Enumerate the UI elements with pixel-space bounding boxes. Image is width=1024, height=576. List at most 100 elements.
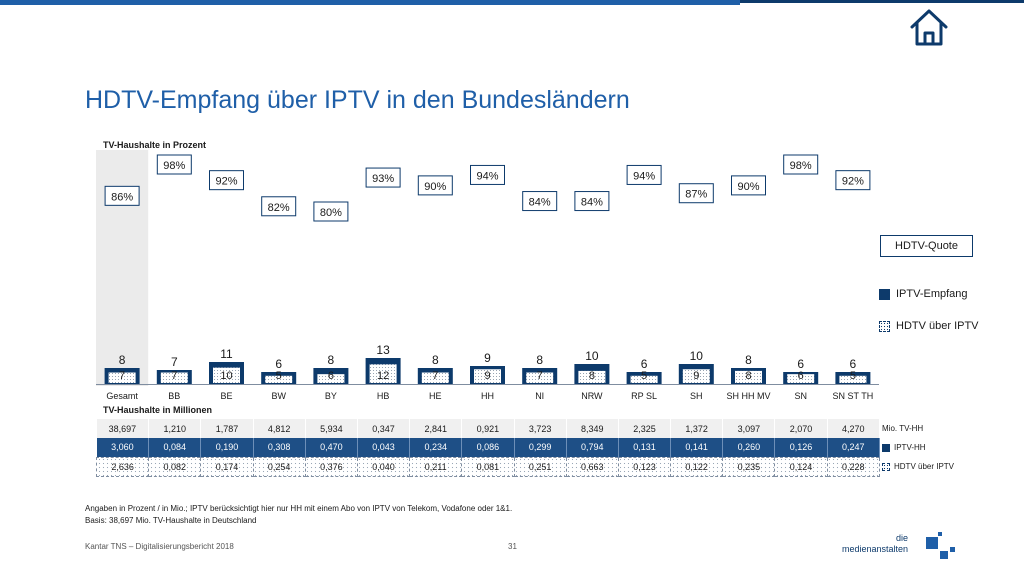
logo-square [950, 547, 955, 552]
table-cell-total: 38,697 [96, 419, 150, 438]
table-cell-iptv: 0,247 [827, 438, 880, 457]
table-cell-total: 0,347 [357, 419, 411, 438]
legend-hdtv: HDTV über IPTV [879, 320, 979, 332]
table-cell-hdtv: 0,254 [252, 456, 306, 477]
bar-hdtv [787, 374, 815, 383]
bar-hdtv [839, 375, 867, 383]
table-cell-hdtv: 2,636 [95, 456, 150, 477]
table-cell-hdtv: 0,081 [461, 456, 515, 477]
table-cell-hdtv: 0,124 [774, 456, 828, 477]
label-quote: 84% [529, 197, 551, 209]
label-iptv: 6 [797, 357, 804, 371]
label-quote: 92% [842, 176, 864, 188]
table-cell-total: 4,812 [253, 419, 306, 438]
label-iptv: 10 [585, 349, 599, 363]
table-cell-iptv: 0,141 [670, 438, 724, 457]
legend-swatch-iptv [879, 288, 890, 300]
quote-box [104, 185, 140, 206]
table-cell-iptv: 0,190 [200, 438, 254, 457]
label-quote: 92% [215, 176, 237, 188]
page-number: 31 [508, 542, 517, 551]
quote-box [417, 175, 453, 196]
quote-box [678, 183, 714, 204]
table-cell-iptv: 0,126 [774, 438, 828, 457]
table-cell-iptv: 0,299 [514, 438, 567, 457]
bar-hdtv [421, 372, 449, 383]
label-iptv: 7 [171, 355, 178, 369]
label-iptv: 8 [328, 353, 335, 367]
label-hdtv: 6 [798, 370, 804, 382]
legend-swatch-hdtv [879, 320, 890, 332]
label-iptv: 9 [484, 351, 491, 365]
legend-iptv: IPTV-Empfang [879, 288, 968, 300]
bar-hdtv [526, 372, 554, 383]
table-cell-hdtv: 0,040 [356, 456, 411, 477]
row-legend-hdtv: HDTV über IPTV [882, 462, 954, 471]
table-cell-total: 8,349 [566, 419, 619, 438]
quote-box [574, 191, 610, 212]
label-hdtv: 6 [328, 370, 334, 382]
label-iptv: 13 [376, 343, 390, 357]
table-cell-total: 2,325 [618, 419, 672, 438]
home-icon[interactable] [908, 6, 950, 48]
quote-box [470, 164, 505, 185]
table-cell-iptv: 0,086 [461, 438, 515, 457]
x-tick-label: SN ST TH [833, 391, 874, 401]
label-quote: 98% [163, 160, 185, 172]
label-iptv: 6 [641, 357, 648, 371]
logo-square [926, 537, 938, 549]
table-row-iptv: 3,060 0,084 0,190 0,308 0,470 0,043 0,234 0,086… [96, 438, 880, 457]
row-legend-total: Mio. TV-HH [882, 424, 923, 433]
quote-box [261, 196, 297, 217]
x-tick-label: SN [794, 391, 807, 401]
row-legend-hdtv-label: HDTV über IPTV [894, 462, 955, 471]
table-cell-total: 5,934 [305, 419, 358, 438]
label-quote: 93% [372, 173, 394, 185]
top-accent-bar-right [740, 0, 1024, 3]
quote-box [835, 170, 871, 191]
table-cell-hdtv: 0,211 [409, 456, 463, 477]
label-hdtv: 10 [220, 370, 232, 382]
x-tick-label: BE [220, 391, 232, 401]
label-hdtv: 8 [589, 370, 595, 382]
row-legend-iptv: IPTV-HH [882, 443, 926, 452]
quote-box [313, 201, 349, 222]
row-legend-iptv-label: IPTV-HH [894, 443, 926, 452]
bar-hdtv [682, 369, 710, 383]
bar-hdtv [630, 375, 658, 383]
x-tick-label: NRW [581, 391, 603, 401]
chart-subtitle: TV-Haushalte in Prozent [103, 140, 207, 150]
table-cell-hdtv: 0,228 [826, 456, 880, 477]
label-hdtv: 7 [537, 370, 543, 382]
logo-line-2: medienanstalten [841, 544, 908, 554]
label-quote: 98% [790, 160, 812, 172]
medienanstalten-logo: die medienanstalten [842, 527, 966, 563]
logo-line-1: die [895, 533, 908, 543]
table-title: TV-Haushalte in Millionen [103, 405, 213, 415]
table-cell-iptv: 3,060 [96, 438, 150, 457]
table-cell-iptv: 0,084 [148, 438, 202, 457]
table-cell-total: 1,787 [200, 419, 254, 438]
bar-hdtv [213, 367, 240, 383]
table-cell-iptv: 0,470 [305, 438, 358, 457]
x-tick-label: BW [271, 391, 286, 401]
footnote-method: Angaben in Prozent / in Mio.; IPTV berüc… [85, 504, 513, 513]
table-cell-hdtv: 0,174 [200, 456, 254, 477]
label-quote: 86% [111, 191, 133, 203]
household-table: 38,697 1,210 1,787 4,812 5,934 0,347 2,841 0,92… [95, 419, 880, 477]
quote-box [156, 154, 192, 175]
table-cell-hdtv: 0,122 [670, 456, 724, 477]
table-cell-total: 3,097 [722, 419, 776, 438]
legend-label-iptv: IPTV-Empfang [896, 288, 968, 300]
quote-box [209, 170, 244, 191]
table-cell-hdtv: 0,376 [304, 456, 358, 477]
table-cell-total: 0,921 [461, 419, 515, 438]
bar-hdtv [160, 372, 188, 383]
label-iptv: 6 [850, 357, 857, 371]
label-hdtv: 12 [377, 370, 389, 382]
label-hdtv: 7 [119, 370, 125, 382]
table-cell-hdtv: 0,082 [148, 456, 202, 477]
bar-hdtv [735, 370, 762, 383]
label-hdtv: 7 [432, 370, 438, 382]
label-quote: 90% [737, 181, 759, 193]
